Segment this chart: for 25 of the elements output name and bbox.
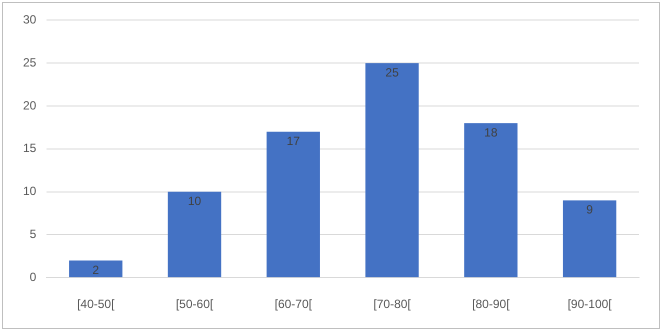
- data-label: 18: [484, 125, 498, 140]
- bar: [365, 63, 419, 278]
- data-label: 25: [385, 65, 400, 80]
- bar: [464, 123, 518, 278]
- x-tick-label: [60-70[: [274, 297, 313, 312]
- y-tick-label: 20: [22, 98, 37, 112]
- data-label: 9: [586, 202, 594, 217]
- bar: [168, 192, 222, 278]
- bar: [69, 260, 122, 278]
- x-tick-label: [80-90[: [472, 297, 510, 312]
- x-tick-label: [50-60[: [176, 297, 214, 312]
- bar: [266, 132, 320, 278]
- y-tick-label: 30: [22, 12, 37, 27]
- bar: [562, 200, 616, 278]
- y-tick-label: 10: [22, 184, 37, 198]
- data-label: 17: [286, 134, 300, 148]
- data-label: 10: [188, 194, 202, 208]
- y-tick-label: 15: [22, 141, 37, 156]
- x-tick-label: [90-100[: [568, 297, 612, 312]
- data-label: 2: [92, 262, 100, 277]
- x-tick-label: [70-80[: [373, 297, 412, 312]
- y-tick-label: 25: [22, 55, 37, 70]
- x-tick-label: [40-50[: [77, 297, 116, 312]
- y-tick-label: 0: [30, 270, 37, 284]
- y-tick-label: 5: [30, 227, 37, 242]
